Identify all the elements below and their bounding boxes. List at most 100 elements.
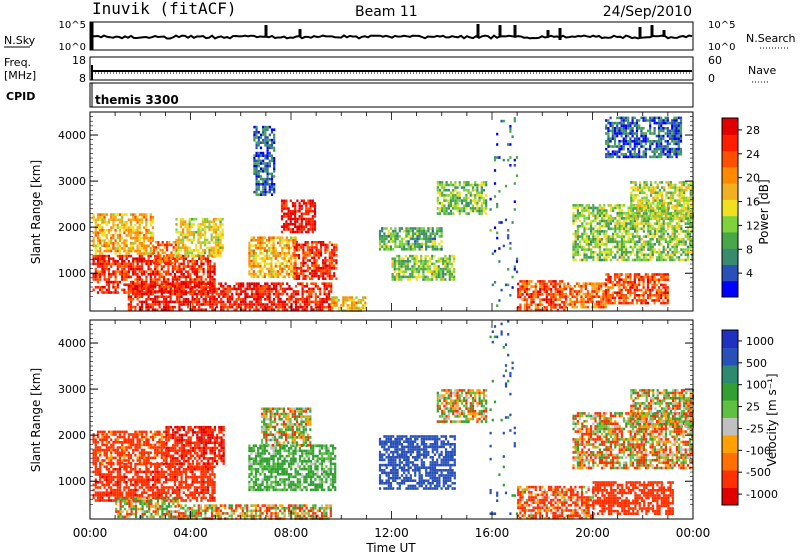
data-cell [228, 300, 232, 304]
data-cell [220, 292, 223, 296]
data-cell [426, 260, 429, 263]
data-cell [441, 194, 444, 197]
data-cell [605, 211, 608, 215]
data-cell [597, 287, 601, 291]
data-cell [627, 256, 630, 259]
data-cell [212, 228, 215, 231]
data-cell [585, 217, 588, 220]
data-cell [442, 275, 445, 279]
data-cell [155, 246, 158, 249]
data-cell [427, 229, 430, 233]
data-cell [585, 235, 588, 238]
data-cell [140, 254, 144, 258]
data-cell [647, 248, 650, 251]
data-cell [187, 303, 190, 306]
data-cell [543, 306, 546, 309]
data-cell [406, 278, 410, 281]
data-cell [127, 285, 130, 288]
data-cell [445, 212, 448, 215]
data-cell [197, 249, 200, 252]
data-cell [215, 303, 218, 306]
data-cell [579, 240, 582, 244]
data-cell [646, 301, 650, 305]
data-cell [476, 194, 479, 197]
data-cell [129, 249, 133, 253]
data-cell [276, 241, 280, 245]
data-cell [307, 228, 310, 231]
data-cell [92, 278, 95, 281]
data-cell [306, 254, 309, 257]
data-cell [574, 232, 577, 236]
data-cell [425, 248, 428, 251]
data-cell [661, 196, 664, 200]
data-cell [177, 236, 180, 239]
data-cell [656, 258, 659, 262]
data-cell [447, 207, 450, 210]
data-cell [629, 240, 632, 244]
data-cell [189, 292, 192, 296]
data-cell [658, 250, 661, 254]
data-cell [632, 207, 635, 210]
data-cell [645, 235, 648, 238]
data-cell [169, 308, 172, 311]
data-cell [593, 290, 596, 293]
data-cell [596, 230, 599, 233]
data-cell [673, 250, 676, 254]
data-cell [440, 232, 443, 235]
data-cell [658, 201, 661, 205]
data-cell [209, 267, 212, 271]
data-cell [452, 196, 455, 200]
data-cell [311, 202, 314, 205]
data-cell [213, 295, 216, 298]
data-cell [422, 278, 425, 281]
data-cell [305, 308, 309, 311]
data-cell [407, 227, 410, 230]
data-cell [574, 230, 577, 233]
data-cell [201, 220, 204, 224]
data-cell [539, 287, 542, 291]
data-cell [145, 292, 148, 296]
data-cell [422, 262, 425, 266]
data-cell [209, 262, 212, 266]
data-cell [640, 248, 643, 251]
data-cell [101, 213, 104, 216]
data-cell [649, 214, 652, 218]
data-cell [154, 267, 157, 271]
data-cell [589, 282, 592, 285]
data-cell [286, 308, 289, 311]
data-cell [197, 238, 200, 242]
data-cell [281, 239, 284, 242]
data-cell [682, 258, 685, 262]
data-cell [639, 207, 642, 210]
data-cell [311, 228, 314, 231]
data-cell [587, 204, 590, 207]
data-cell [293, 277, 296, 280]
data-cell [114, 275, 117, 279]
data-cell [603, 243, 606, 246]
data-cell [661, 207, 664, 210]
data-cell [220, 290, 223, 293]
data-cell [166, 254, 169, 257]
data-cell [450, 270, 454, 273]
data-cell [463, 181, 466, 184]
data-cell [300, 228, 303, 231]
data-cell [601, 217, 604, 220]
data-cell [571, 300, 574, 304]
data-cell [627, 281, 630, 284]
data-cell [172, 241, 175, 244]
data-cell [595, 303, 598, 306]
data-cell [140, 213, 144, 216]
data-cell [94, 234, 97, 237]
data-cell [248, 282, 251, 285]
data-cell [114, 247, 117, 250]
data-cell [195, 243, 198, 247]
data-cell [689, 204, 692, 208]
data-cell [689, 186, 692, 189]
data-cell [237, 303, 240, 306]
data-cell [191, 267, 194, 271]
data-cell [94, 252, 97, 255]
data-cell [574, 237, 577, 241]
data-cell [103, 215, 106, 219]
data-cell [107, 249, 111, 253]
data-cell [143, 252, 146, 255]
